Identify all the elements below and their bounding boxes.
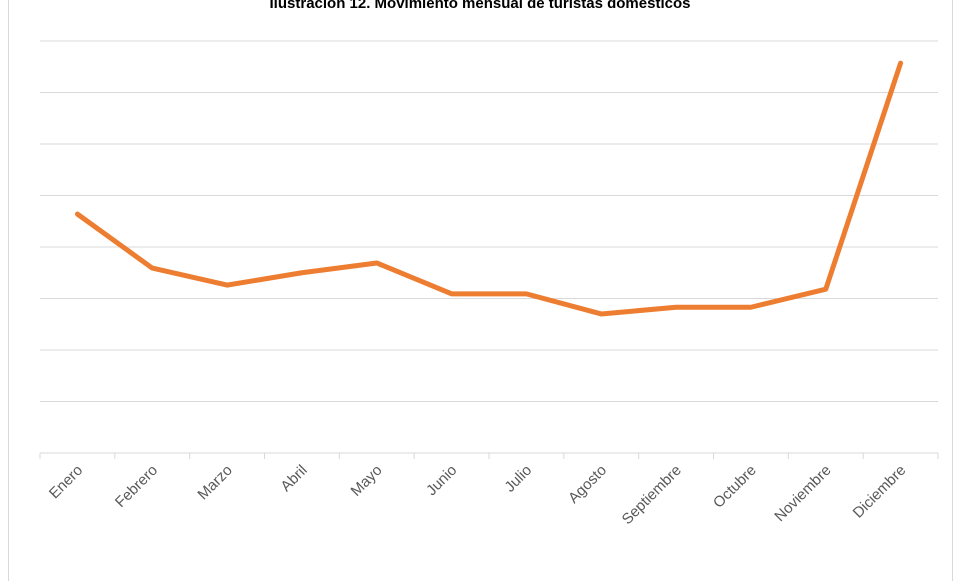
- x-tick-label: Septiembre: [619, 462, 685, 528]
- x-tick-label: Julio: [501, 462, 535, 496]
- x-tick-label: Diciembre: [850, 462, 910, 522]
- x-tick-label: Enero: [46, 462, 86, 502]
- x-tick-label: Marzo: [194, 462, 235, 503]
- x-tick-label: Octubre: [710, 462, 760, 512]
- x-tick-label: Mayo: [348, 462, 386, 500]
- x-tick-label: Febrero: [112, 462, 161, 511]
- x-tick-label: Abril: [278, 462, 311, 495]
- chart-title: Ilustración 12. Movimiento mensual de tu…: [270, 0, 691, 12]
- data-line: [74, 60, 904, 317]
- x-tick-label: Agosto: [565, 462, 610, 507]
- x-tick-label: Junio: [423, 462, 460, 499]
- x-tick-label: Noviembre: [771, 462, 834, 525]
